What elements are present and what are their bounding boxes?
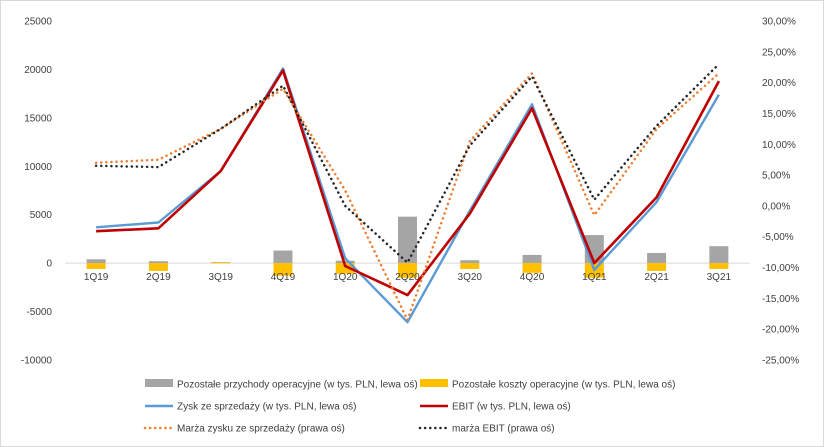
x-axis-tick-label: 4Q19	[271, 272, 296, 283]
bar	[398, 216, 417, 264]
left-axis-tick-label: -5000	[26, 307, 52, 318]
bar	[647, 263, 667, 271]
left-axis-tick-label: 15000	[24, 113, 52, 124]
left-axis-tick-label: 5000	[30, 210, 53, 221]
right-axis-tick-label: 15,00%	[762, 109, 796, 120]
right-axis-tick-label: -20,00%	[762, 325, 799, 336]
bar	[709, 246, 729, 264]
bar	[522, 263, 542, 273]
x-axis-tick-label: 2Q20	[395, 272, 420, 283]
series-line	[96, 69, 721, 297]
series-line	[94, 72, 721, 322]
left-axis-tick-label: 0	[46, 259, 52, 270]
right-axis-tick-label: 10,00%	[762, 140, 796, 151]
bar	[460, 260, 480, 264]
right-axis-tick-label: -10,00%	[762, 263, 799, 274]
legend-label: Zysk ze sprzedaży (w tys. PLN, lewa oś)	[177, 402, 357, 413]
bar	[148, 261, 168, 264]
x-axis-tick-label: 3Q20	[458, 272, 483, 283]
right-axis-tick-label: -25,00%	[762, 356, 799, 367]
bar	[335, 263, 355, 274]
right-axis-tick-label: 25,00%	[762, 47, 796, 58]
bar	[460, 263, 480, 269]
right-axis-tick-label: 30,00%	[762, 17, 796, 28]
right-axis-tick-label: -5,00%	[762, 232, 794, 243]
legend-label: Pozostałe przychody operacyjne (w tys. P…	[177, 380, 418, 391]
x-axis-tick-label: 1Q21	[582, 272, 607, 283]
bar	[522, 254, 542, 264]
legend-label: Pozostałe koszty operacyjne (w tys. PLN,…	[452, 380, 675, 391]
legend-swatch	[420, 379, 448, 387]
legend-swatch	[145, 379, 173, 387]
bar	[273, 250, 293, 264]
series-line	[94, 62, 721, 264]
bar	[647, 252, 667, 264]
right-axis-tick-label: 5,00%	[762, 171, 790, 182]
legend-label: EBIT (w tys. PLN, lewa oś)	[452, 402, 571, 413]
x-axis-tick-label: 2Q21	[644, 272, 669, 283]
bar	[86, 259, 106, 264]
bar	[211, 262, 231, 264]
right-axis-tick-label: -15,00%	[762, 294, 799, 305]
left-axis-tick-label: 20000	[24, 65, 52, 76]
left-axis-tick-label: 25000	[24, 17, 52, 28]
bar	[398, 263, 417, 278]
x-axis-tick-label: 4Q20	[520, 272, 545, 283]
x-axis-tick-label: 2Q19	[146, 272, 171, 283]
bar	[86, 263, 106, 269]
bar	[273, 263, 293, 276]
bar	[148, 263, 168, 271]
left-axis-tick-label: 10000	[24, 162, 52, 173]
series-line	[96, 67, 720, 324]
right-axis-tick-label: 20,00%	[762, 78, 796, 89]
right-axis-tick-label: 0,00%	[762, 201, 790, 212]
legend-label: marża EBIT (prawa oś)	[452, 424, 555, 435]
left-axis-tick-label: -10000	[21, 356, 53, 367]
legend-label: Marża zysku ze sprzedaży (prawa oś)	[177, 424, 345, 435]
x-axis-tick-label: 3Q19	[208, 272, 233, 283]
x-axis-tick-label: 1Q19	[84, 272, 109, 283]
bar	[709, 263, 729, 269]
x-axis-tick-label: 1Q20	[333, 272, 358, 283]
x-axis-tick-label: 3Q21	[707, 272, 732, 283]
